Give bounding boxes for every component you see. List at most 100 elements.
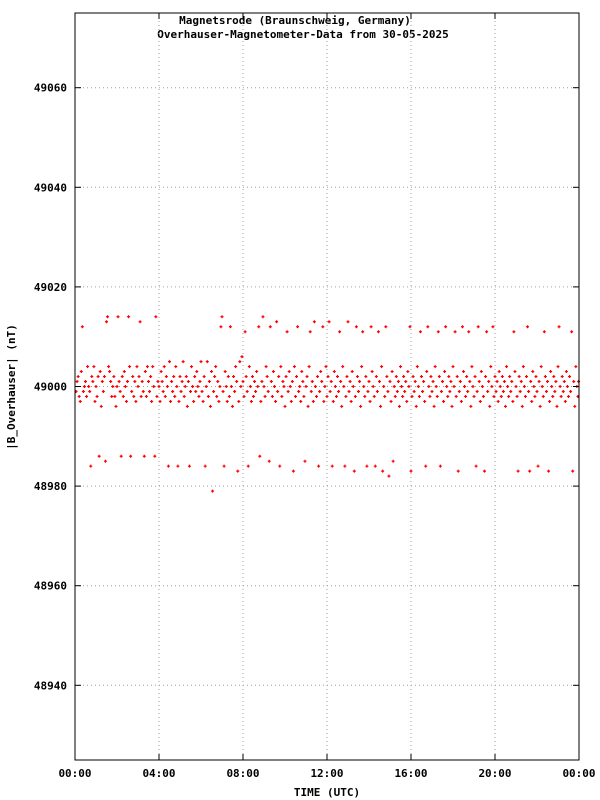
data-point [321, 325, 325, 329]
data-point [410, 394, 414, 398]
data-point [215, 394, 219, 398]
data-point [557, 325, 561, 329]
data-point [432, 404, 436, 408]
data-point [141, 389, 145, 393]
data-point [79, 370, 83, 374]
data-point [281, 380, 285, 384]
data-point [129, 454, 133, 458]
data-point [151, 365, 155, 369]
data-point [269, 380, 273, 384]
data-point [391, 459, 395, 463]
data-point [122, 370, 126, 374]
data-point [142, 454, 146, 458]
data-point [370, 370, 374, 374]
data-point [120, 375, 124, 379]
data-point [554, 380, 558, 384]
data-point [372, 394, 376, 398]
data-point [132, 394, 136, 398]
data-point [476, 325, 480, 329]
data-point [277, 375, 281, 379]
data-point [384, 325, 388, 329]
data-point [502, 380, 506, 384]
data-point [191, 385, 195, 388]
data-point [78, 399, 82, 403]
data-point [228, 325, 232, 329]
data-point [561, 389, 565, 393]
data-point [449, 380, 453, 384]
data-point [539, 365, 543, 369]
data-point [119, 454, 123, 458]
data-point [385, 375, 389, 379]
data-point [196, 385, 200, 388]
data-point [316, 375, 320, 379]
data-point [275, 320, 279, 324]
data-point [538, 404, 542, 408]
data-point [315, 394, 318, 398]
data-point [445, 385, 449, 388]
data-point [497, 370, 501, 374]
data-point [378, 380, 381, 384]
data-point [546, 380, 549, 384]
data-point [220, 315, 224, 319]
y-tick-label: 49020 [34, 281, 67, 294]
data-point [457, 389, 461, 393]
data-point [225, 399, 229, 403]
data-point [102, 375, 106, 379]
data-point [493, 375, 497, 379]
data-point [205, 360, 209, 364]
data-point [330, 464, 334, 468]
data-point [514, 385, 518, 388]
y-tick-label: 49000 [34, 381, 67, 394]
data-point [319, 370, 323, 374]
data-point [85, 394, 89, 398]
data-point [420, 375, 423, 379]
data-point [530, 399, 534, 403]
data-point [247, 365, 251, 369]
data-point [342, 385, 346, 388]
data-point [195, 370, 199, 374]
data-point [163, 394, 167, 398]
data-point [479, 370, 483, 374]
data-point [197, 394, 201, 398]
data-point [94, 385, 98, 388]
data-point [500, 375, 504, 379]
data-point [194, 389, 198, 393]
data-point [451, 365, 455, 369]
data-point [193, 375, 197, 379]
data-point [290, 380, 294, 384]
data-point [474, 464, 478, 468]
data-point [264, 365, 268, 369]
data-point [369, 325, 373, 329]
data-point [573, 404, 577, 408]
data-point [522, 385, 526, 388]
data-point [219, 325, 223, 329]
data-point [214, 365, 218, 369]
data-point [547, 469, 551, 473]
data-point [217, 399, 221, 403]
data-point [347, 389, 351, 393]
data-point [548, 399, 552, 403]
data-point [519, 380, 523, 384]
data-point [498, 385, 502, 388]
x-tick-label: 12:00 [310, 767, 343, 780]
data-point [537, 380, 541, 384]
data-point [386, 389, 390, 393]
data-point [337, 389, 341, 393]
data-point [257, 325, 261, 329]
data-point [113, 394, 117, 398]
data-point [336, 375, 339, 379]
data-point [346, 320, 350, 324]
data-point [390, 370, 394, 374]
data-point [218, 385, 222, 388]
data-point [362, 385, 366, 388]
data-point [246, 464, 250, 468]
data-point [176, 464, 180, 468]
data-point [227, 394, 231, 398]
data-point [192, 399, 196, 403]
data-point [368, 399, 372, 403]
data-point [334, 394, 338, 398]
data-point [427, 385, 431, 388]
data-point [273, 385, 276, 388]
data-point [405, 399, 409, 403]
